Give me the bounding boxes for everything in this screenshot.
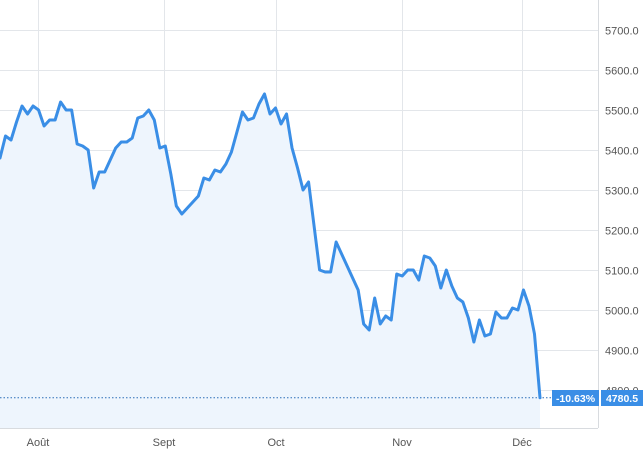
x-tick-label: Nov <box>392 437 412 449</box>
change-badge-bg <box>552 390 599 406</box>
y-tick-label: 4900.0 <box>605 346 639 358</box>
y-tick-label: 5100.0 <box>605 266 639 278</box>
line-layer <box>0 92 598 400</box>
area-fill <box>0 94 540 428</box>
series-line <box>0 92 542 400</box>
y-tick-label: 5200.0 <box>605 226 639 238</box>
x-tick-label: Août <box>27 437 50 449</box>
y-tick-label: 5000.0 <box>605 306 639 318</box>
y-tick-label: 5600.0 <box>605 66 639 78</box>
last-price-badge: 4780.5 <box>606 393 638 405</box>
x-tick-label: Oct <box>267 437 284 449</box>
y-tick-label: 5500.0 <box>605 106 639 118</box>
y-tick-label: 5700.0 <box>605 26 639 38</box>
x-tick-label: Déc <box>512 437 532 449</box>
area-layer <box>0 94 540 428</box>
x-tick-label: Sept <box>153 437 176 449</box>
axis-layer: 4800.04900.05000.05100.05200.05300.05400… <box>0 0 639 449</box>
badge-layer: -10.63% 4780.5 <box>552 390 643 406</box>
y-tick-label: 5300.0 <box>605 186 639 198</box>
change-badge: -10.63% <box>556 393 596 405</box>
y-tick-label: 5400.0 <box>605 146 639 158</box>
price-badge-bg <box>601 390 643 406</box>
